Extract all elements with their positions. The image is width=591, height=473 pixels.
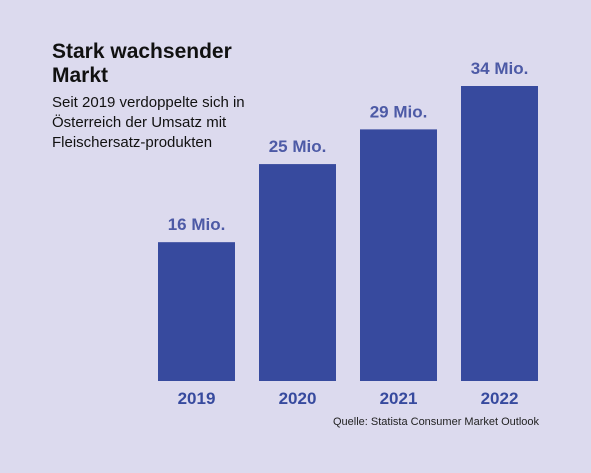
bar-2022 xyxy=(461,86,538,381)
chart-title: Stark wachsender Markt xyxy=(52,40,232,87)
data-label-2020: 25 Mio. xyxy=(269,137,327,156)
x-tick-2022: 2022 xyxy=(481,389,519,408)
bar-2020 xyxy=(259,164,336,381)
x-tick-2019: 2019 xyxy=(178,389,216,408)
x-tick-2020: 2020 xyxy=(279,389,317,408)
x-tick-2021: 2021 xyxy=(380,389,418,408)
data-label-2019: 16 Mio. xyxy=(168,215,226,234)
chart-subtitle: Seit 2019 verdoppelte sich in Österreich… xyxy=(52,94,245,151)
bar-2021 xyxy=(360,129,437,381)
data-label-2022: 34 Mio. xyxy=(471,59,529,78)
bar-2019 xyxy=(158,242,235,381)
source-note: Quelle: Statista Consumer Market Outlook xyxy=(332,416,539,428)
data-label-2021: 29 Mio. xyxy=(370,102,428,121)
